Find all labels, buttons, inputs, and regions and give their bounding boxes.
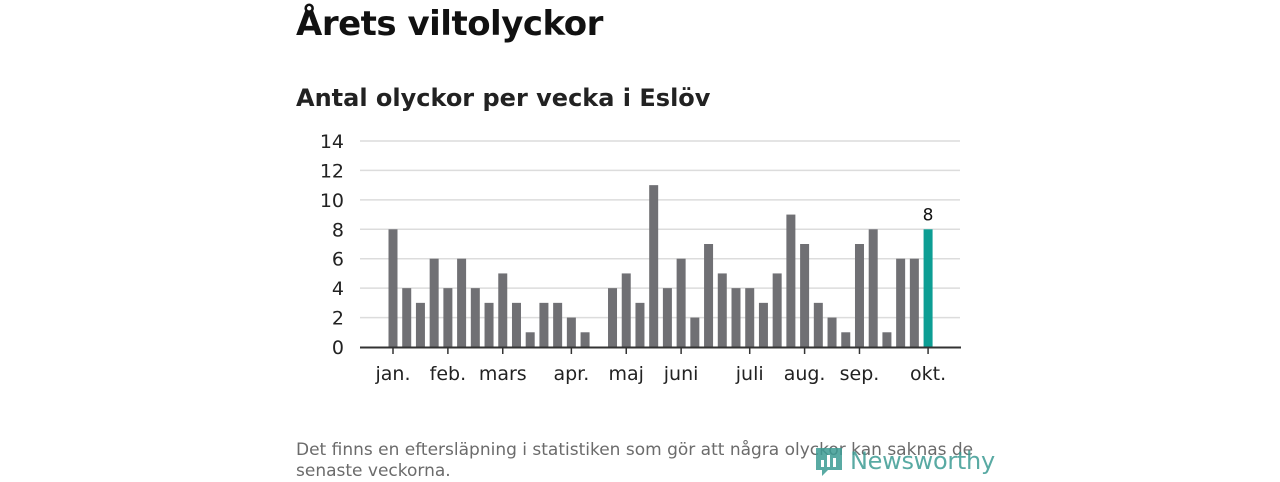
bar [896, 258, 906, 347]
x-tick-label: okt. [910, 363, 946, 385]
bar [731, 288, 741, 347]
x-tick-label: mars [479, 363, 527, 385]
brand-name: Newsworthy [850, 447, 995, 475]
bar [388, 229, 398, 347]
bar [786, 214, 796, 347]
bar [457, 258, 467, 347]
bar [827, 317, 837, 347]
y-tick-label: 8 [332, 219, 344, 241]
bar [868, 229, 878, 347]
bar [745, 288, 755, 347]
bar [511, 302, 521, 347]
x-tick-label: sep. [840, 363, 880, 385]
bar [635, 302, 645, 347]
bar [621, 273, 631, 347]
bar [580, 332, 590, 347]
bar [539, 302, 549, 347]
bar [690, 317, 700, 347]
x-tick-label: jan. [374, 363, 410, 385]
bar [415, 302, 425, 347]
bar [484, 302, 494, 347]
bar [662, 288, 672, 347]
bar [717, 273, 727, 347]
bar [772, 273, 782, 347]
x-tick-label: feb. [430, 363, 466, 385]
bar [676, 258, 686, 347]
bar [608, 288, 618, 347]
newsworthy-logo-icon [816, 448, 842, 476]
bar [854, 244, 864, 347]
page-title: Årets viltolyckor [296, 4, 603, 44]
y-tick-label: 0 [332, 337, 344, 359]
bar [800, 244, 810, 347]
x-tick-label: maj [609, 363, 644, 385]
bar [758, 302, 768, 347]
y-tick-label: 2 [332, 308, 344, 330]
bar [443, 288, 453, 347]
y-tick-label: 4 [332, 278, 344, 300]
bar [909, 258, 919, 347]
bar [498, 273, 508, 347]
bar [566, 317, 576, 347]
y-tick-label: 12 [320, 160, 344, 182]
y-tick-label: 6 [332, 249, 344, 271]
bar [402, 288, 412, 347]
bar [553, 302, 563, 347]
bar [525, 332, 535, 347]
y-tick-label: 10 [320, 190, 344, 212]
x-tick-label: aug. [784, 363, 826, 385]
x-tick-label: apr. [553, 363, 589, 385]
bar [470, 288, 480, 347]
x-tick-label: juni [663, 363, 699, 385]
brand-logo: Newsworthy [814, 444, 995, 478]
bar [841, 332, 851, 347]
bar [649, 185, 659, 347]
bar [429, 258, 439, 347]
footnote: Det finns en eftersläpning i statistiken… [296, 440, 974, 481]
data-label: 8 [923, 205, 934, 225]
chart-subtitle: Antal olyckor per vecka i Eslöv [296, 84, 711, 112]
bar [882, 332, 892, 347]
y-tick-label: 14 [320, 131, 344, 153]
highlight-bar [923, 229, 933, 347]
bar [704, 244, 714, 347]
x-tick-label: juli [735, 363, 764, 385]
bar [813, 302, 823, 347]
